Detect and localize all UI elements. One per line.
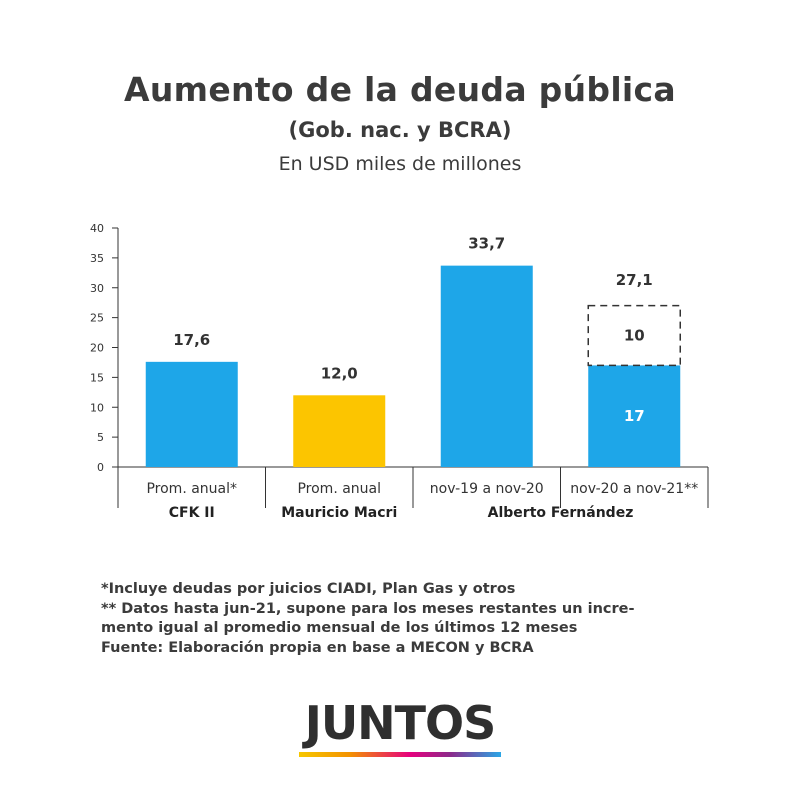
bar [145, 361, 238, 467]
bar-value-label: 12,0 [321, 364, 358, 382]
logo-text: JUNTOS [304, 696, 497, 750]
footnotes: *Incluye deudas por juicios CIADI, Plan … [101, 580, 741, 658]
group-label: Mauricio Macri [281, 505, 397, 521]
chart-title: Aumento de la deuda pública [124, 70, 676, 109]
footnote-line: Fuente: Elaboración propia en base a MEC… [101, 639, 534, 656]
y-tick-label: 25 [90, 312, 104, 325]
category-label: nov-20 a nov-21** [570, 481, 698, 497]
category-label: Prom. anual* [146, 481, 237, 497]
bar-chart: 0 5 10 15 20 25 30 35 40 17,6 Prom. anual* 12,0 Prom… [90, 222, 709, 521]
y-tick-label: 40 [90, 222, 104, 235]
chart-subtitle: (Gob. nac. y BCRA) [288, 118, 512, 142]
y-tick-label: 20 [90, 342, 104, 355]
logo-color-bar [299, 752, 501, 757]
chart-units: En USD miles de millones [278, 153, 522, 175]
footnote-line: *Incluye deudas por juicios CIADI, Plan … [101, 581, 516, 597]
y-tick-label: 15 [90, 371, 104, 384]
y-tick-label: 0 [97, 461, 104, 474]
bar [440, 265, 533, 467]
bar-value-label: 17,6 [173, 331, 210, 349]
category-label: Prom. anual [297, 481, 381, 497]
bar-value-label: 33,7 [468, 235, 505, 253]
y-tick-label: 5 [97, 431, 104, 444]
bar-value-label: 27,1 [616, 271, 653, 289]
y-tick-label: 35 [90, 252, 104, 265]
group-label: CFK II [169, 505, 215, 521]
group-label: Alberto Fernández [488, 505, 634, 521]
footnote-line: ** Datos hasta jun-21, supone para los m… [101, 600, 635, 617]
y-tick-label: 10 [90, 401, 104, 414]
y-tick-label: 30 [90, 282, 104, 295]
bar-segment-dashed [587, 304, 681, 367]
segment-label: 17 [624, 407, 645, 425]
bar [293, 395, 386, 467]
bar-segment [588, 365, 681, 467]
juntos-logo: JUNTOS [0, 700, 800, 757]
category-label: nov-19 a nov-20 [430, 481, 544, 497]
footnote-line: mento igual al promedio mensual de los ú… [101, 620, 578, 636]
segment-label: 10 [624, 327, 645, 345]
